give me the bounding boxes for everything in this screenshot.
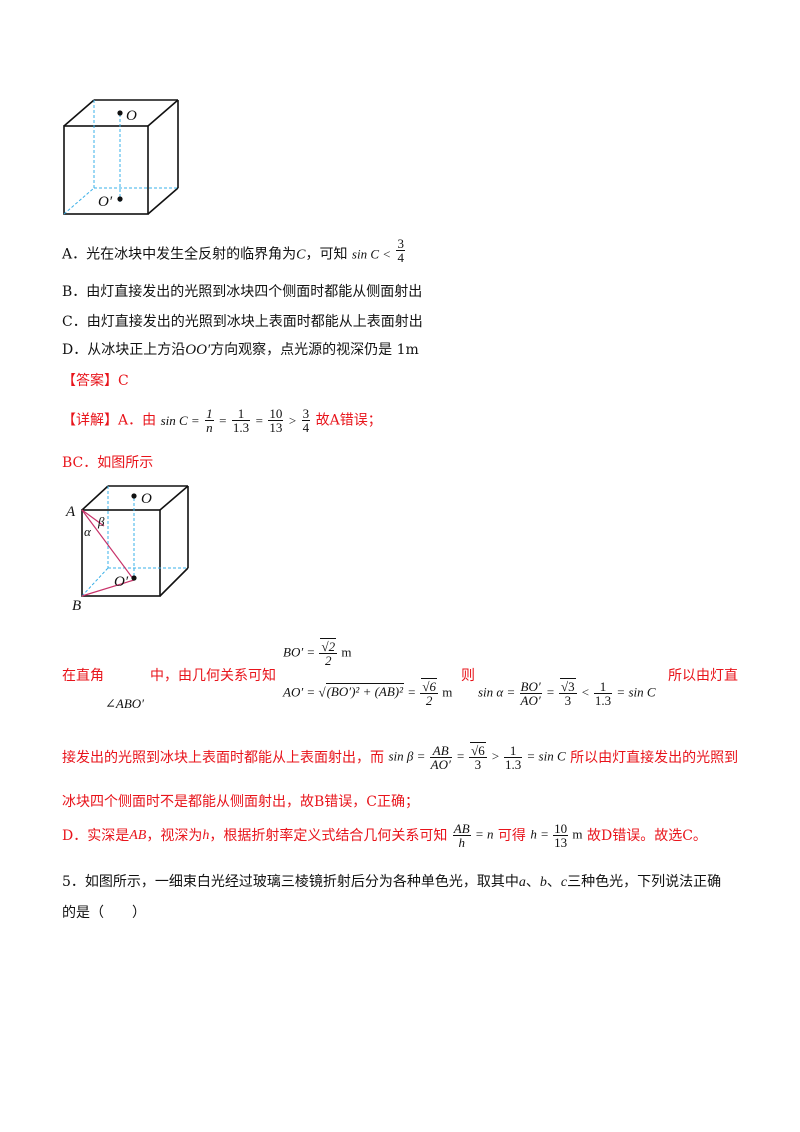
label-o-prime: O′ [98,194,113,210]
label-a: A [65,504,76,520]
label-beta: β [97,514,105,529]
detail-bc-lead: BC．如图所示 [62,455,154,471]
cube-figure-1: O O′ [63,99,179,215]
para3: 冰块四个侧面时不是都能从侧面射出，故B错误，C正确； [62,794,419,810]
para1-then: 则 [461,668,475,684]
q5-line1: 5．如图所示，一细束白光经过玻璃三棱镜折射后分为各种单色光，取其中a、b、c三种… [62,874,722,890]
option-b: B．由灯直接发出的光照到冰块四个侧面时都能从侧面射出 [62,284,423,300]
label-o-prime-2: O′ [114,574,129,590]
cube-figure-2: O O′ A B α β [65,485,189,612]
label-alpha: α [84,524,92,539]
para1-lead: 在直角 [62,668,104,684]
label-o-2: O [141,491,152,507]
eq-ao: AO′ = √(BO′)² + (AB)² = √6 2 m [283,678,453,708]
para1-angle: ∠ABO′ [105,696,145,711]
para4: D．实深是AB，视深为h，根据折射率定义式结合几何关系可知 AB h = n 可得… [62,821,707,850]
answer: 【答案】C [62,373,129,389]
q5-line2: 的是（ ） [62,905,146,921]
para2: 接发出的光照到冰块上表面时都能从上表面射出，而 sin β = AB AO′ = … [62,742,739,772]
option-c: C．由灯直接发出的光照到冰块上表面时都能从上表面射出 [62,314,423,330]
para1-mid: 中，由几何关系可知 [150,668,276,684]
eq-sin-alpha: sin α = BO′ AO′ = √3 3 < 1 1.3 = sin C [478,678,656,708]
label-o: O [126,108,137,124]
option-d: D．从冰块正上方沿OO′方向观察，点光源的视深仍是 1m [62,342,419,358]
eq-bo: BO′ = √2 2 m [283,638,352,668]
para1-tail: 所以由灯直 [668,668,738,684]
label-b: B [72,598,81,612]
